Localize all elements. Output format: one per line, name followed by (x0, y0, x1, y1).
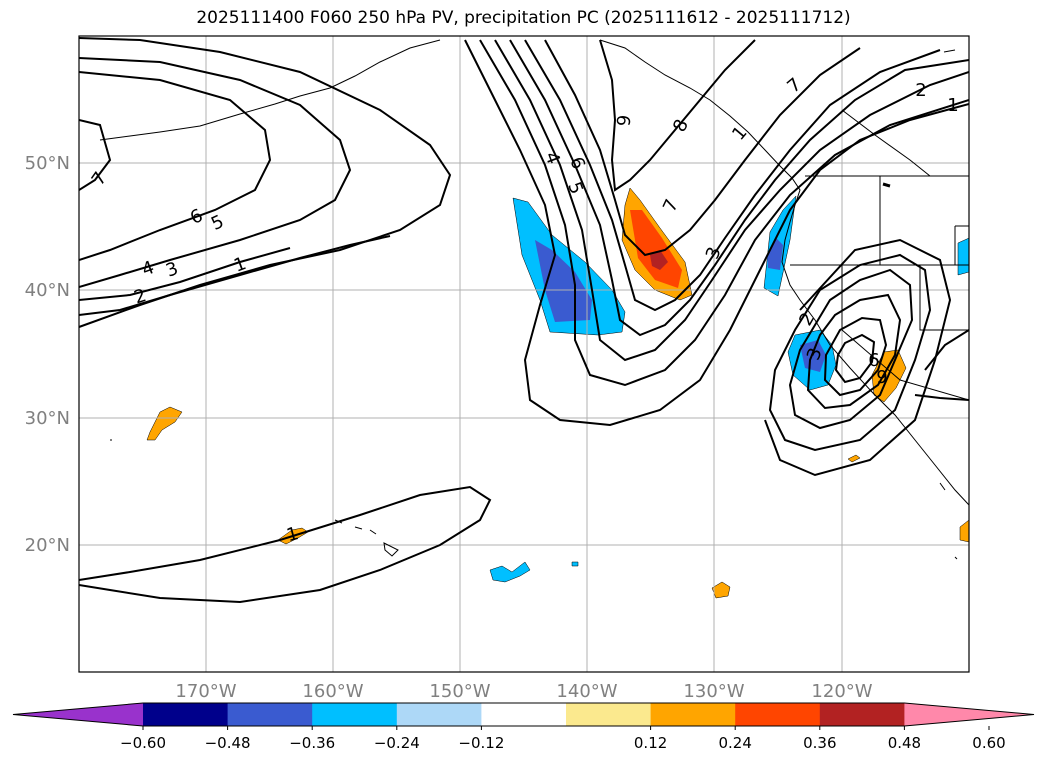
colorbar-segment (481, 703, 567, 726)
colorbar-extend-max (904, 703, 1034, 726)
colorbar-tick-label: −0.48 (205, 734, 251, 752)
lon-label: 130°W (683, 681, 744, 702)
plot-title: 2025111400 F060 250 hPa PV, precipitatio… (196, 8, 851, 28)
colorbar-tick-label: 0.24 (718, 734, 751, 752)
contour-label: 9 (876, 367, 887, 388)
map-frame (78, 35, 970, 673)
colorbar-tick-label: 0.12 (634, 734, 667, 752)
colorbar-segment (396, 703, 482, 726)
lon-label: 120°W (811, 681, 872, 702)
colorbar-tick-label: −0.12 (458, 734, 504, 752)
contour-label: 1 (947, 95, 958, 116)
lon-label: 170°W (175, 681, 236, 702)
colorbar-tick-label: −0.24 (374, 734, 420, 752)
colorbar-segment (143, 703, 229, 726)
colorbar: −0.60 −0.48 −0.36 −0.24 −0.12 0.12 0.24 0.36 0.4… (12, 702, 1035, 752)
contour-label: 1 (284, 523, 300, 546)
colorbar-segment (819, 703, 905, 726)
colorbar-tick-label: 0.36 (803, 734, 836, 752)
colorbar-segment (735, 703, 821, 726)
lon-label: 140°W (556, 681, 617, 702)
graticule (79, 36, 969, 672)
lon-label: 160°W (302, 681, 363, 702)
lat-label: 50°N (25, 153, 70, 174)
contour-label: 2 (915, 80, 926, 101)
map-background (79, 36, 969, 672)
lon-labels: 170°W 160°W 150°W 140°W 130°W 120°W (175, 681, 872, 702)
colorbar-extend-min (13, 703, 143, 726)
colorbar-segment (312, 703, 398, 726)
colorbar-tick-label: −0.36 (289, 734, 335, 752)
colorbar-tick-label: 0.60 (972, 734, 1005, 752)
lat-label: 40°N (25, 280, 70, 301)
colorbar-segment (566, 703, 652, 726)
contour-label: 6 (612, 114, 634, 127)
colorbar-segment (650, 703, 736, 726)
colorbar-segment (227, 703, 313, 726)
lat-label: 30°N (25, 408, 70, 429)
lon-label: 150°W (429, 681, 490, 702)
lat-label: 20°N (25, 535, 70, 556)
colorbar-tick-label: −0.60 (120, 734, 166, 752)
lat-labels: 20°N 30°N 40°N 50°N (25, 153, 70, 556)
contour-label: 6 (868, 350, 879, 371)
pv-contours (79, 37, 969, 604)
precip-positive-pc (146, 187, 969, 599)
colorbar-tick-label: 0.48 (888, 734, 921, 752)
